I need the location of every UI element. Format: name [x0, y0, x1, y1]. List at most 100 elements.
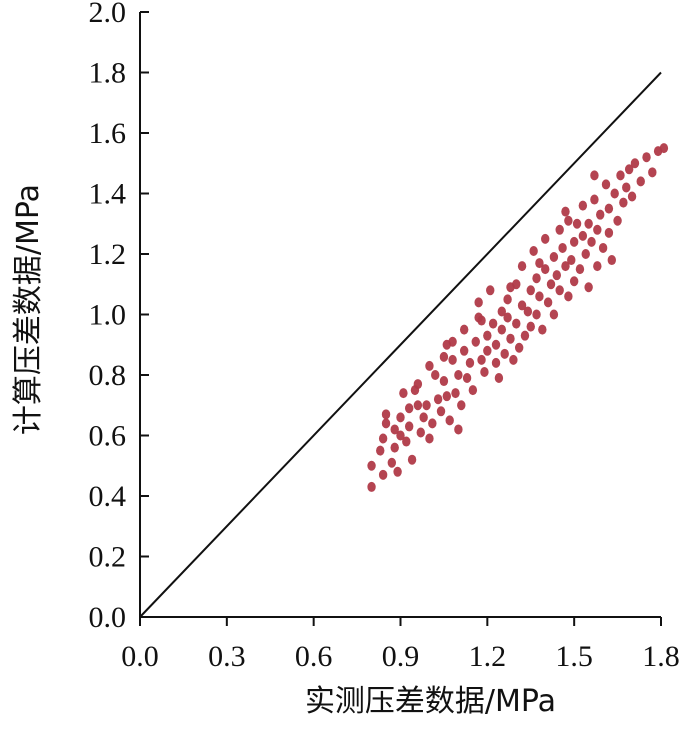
data-point [590, 194, 599, 205]
data-point [454, 424, 463, 435]
data-point [425, 360, 434, 371]
data-point [532, 309, 541, 320]
data-point [376, 445, 385, 456]
data-point [486, 285, 495, 296]
data-point [454, 370, 463, 380]
data-point [630, 158, 640, 169]
data-point [552, 270, 561, 281]
data-point [517, 300, 527, 311]
data-point [483, 345, 492, 356]
x-tick-label: 0.6 [295, 640, 333, 673]
data-point [529, 245, 538, 256]
data-point [512, 318, 521, 329]
data-point [578, 200, 588, 211]
data-point [416, 427, 425, 438]
y-tick-label: 2.0 [89, 0, 127, 29]
data-point [535, 258, 544, 269]
data-point [514, 342, 524, 353]
data-point [610, 188, 619, 199]
data-point [459, 324, 469, 335]
data-point [593, 224, 602, 235]
data-point [480, 366, 489, 377]
data-point [555, 224, 564, 235]
data-point [413, 400, 423, 411]
data-point [584, 282, 593, 293]
data-point [457, 400, 466, 411]
data-point [613, 215, 622, 226]
y-tick-label: 1.2 [89, 238, 127, 271]
data-point [497, 324, 507, 335]
data-point [491, 339, 501, 350]
data-point [442, 339, 452, 350]
data-point [572, 218, 582, 229]
data-point [590, 170, 599, 181]
data-point [439, 351, 449, 362]
data-point [564, 215, 573, 226]
data-point [431, 370, 440, 380]
data-point [378, 433, 388, 444]
data-point [598, 242, 608, 253]
y-tick-label: 0.6 [89, 420, 127, 453]
data-point [428, 418, 437, 429]
data-point [399, 388, 408, 399]
data-point [404, 421, 414, 432]
data-point [627, 191, 637, 202]
data-point [500, 348, 509, 359]
data-point [465, 357, 475, 368]
y-tick-label: 0.8 [89, 359, 127, 392]
x-axis-title: 实测压差数据/MPa [305, 684, 556, 719]
data-point [381, 409, 391, 420]
data-point [659, 143, 669, 154]
data-point [422, 400, 431, 411]
data-point [448, 354, 457, 365]
data-point [503, 294, 512, 305]
data-point [491, 357, 501, 368]
data-point [367, 481, 376, 492]
data-point [497, 306, 507, 317]
data-point [419, 412, 428, 423]
data-point [616, 170, 625, 181]
data-point [506, 333, 515, 344]
y-tick-label: 1.0 [89, 299, 127, 332]
data-point [425, 433, 434, 444]
data-point [523, 306, 533, 317]
y-axis-title: 计算压差数据/MPa [11, 184, 46, 435]
data-point [503, 312, 512, 323]
data-point [378, 469, 388, 480]
data-point [601, 179, 611, 190]
data-point [561, 261, 570, 272]
data-point [451, 388, 460, 399]
data-point [390, 424, 399, 435]
data-point [541, 233, 550, 244]
data-point [445, 415, 454, 426]
data-point [564, 291, 573, 302]
data-point [575, 264, 585, 275]
data-point [636, 176, 645, 187]
data-point [541, 264, 550, 275]
data-point [390, 442, 399, 453]
data-point [604, 227, 614, 238]
data-point [488, 318, 498, 329]
data-point [433, 394, 443, 405]
data-point [402, 436, 411, 447]
data-point [642, 152, 651, 163]
data-point [622, 182, 631, 193]
y-tick-label: 1.6 [89, 117, 127, 150]
data-point [442, 391, 452, 402]
data-point [517, 261, 527, 272]
data-point [561, 206, 570, 217]
x-tick-label: 1.2 [469, 640, 507, 673]
data-point [619, 197, 628, 208]
data-point [396, 412, 405, 423]
data-point [555, 285, 564, 296]
data-point [535, 291, 544, 302]
y-tick-labels: 0.0 0.2 0.4 0.6 0.8 1.0 1.2 1.4 1.6 1.8 2.0 [89, 0, 127, 634]
data-point [526, 321, 535, 332]
data-point [471, 336, 480, 347]
data-point [549, 252, 559, 263]
tick-marks [139, 11, 662, 626]
data-point [483, 330, 492, 341]
data-point [404, 403, 414, 414]
data-point [494, 373, 504, 384]
